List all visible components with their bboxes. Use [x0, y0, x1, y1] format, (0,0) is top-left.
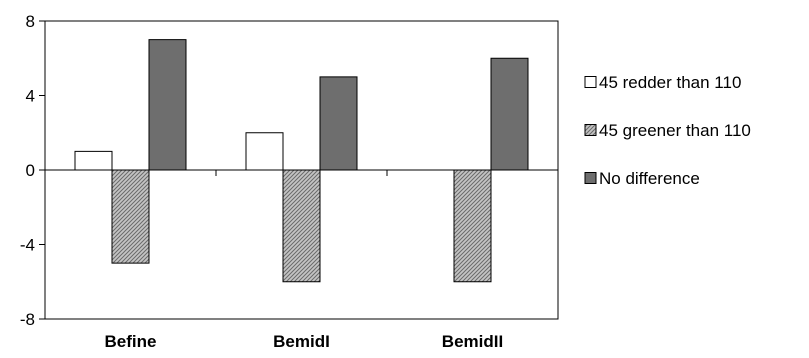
- bar-45-greener-than-110-bemidi: [282, 169, 321, 283]
- bar-45-greener-than-110-befine: [111, 169, 150, 264]
- legend-swatch: [584, 172, 597, 184]
- x-category-label: BemidI: [273, 332, 330, 351]
- legend-label: No difference: [599, 169, 700, 188]
- bar-45-redder-than-110-bemidi: [245, 132, 284, 171]
- y-tick-label: 8: [26, 12, 35, 31]
- y-tick-label: 4: [26, 87, 35, 106]
- legend-label: 45 redder than 110: [599, 73, 741, 92]
- bar-45-redder-than-110-befine: [74, 150, 113, 171]
- y-tick-label: 0: [26, 161, 35, 180]
- bar-45-greener-than-110-bemidii: [453, 169, 492, 283]
- bar-no-difference-befine: [148, 39, 187, 171]
- y-tick-label: -4: [20, 236, 35, 255]
- x-category-label: Befine: [105, 332, 157, 351]
- bar-no-difference-bemidii: [490, 57, 529, 171]
- legend-swatch: [584, 124, 597, 136]
- legend-label: 45 greener than 110: [599, 121, 751, 140]
- x-category-label: BemidII: [442, 332, 503, 351]
- y-tick-label: -8: [20, 310, 35, 329]
- legend-swatch: [584, 76, 597, 88]
- bar-no-difference-bemidi: [319, 76, 358, 171]
